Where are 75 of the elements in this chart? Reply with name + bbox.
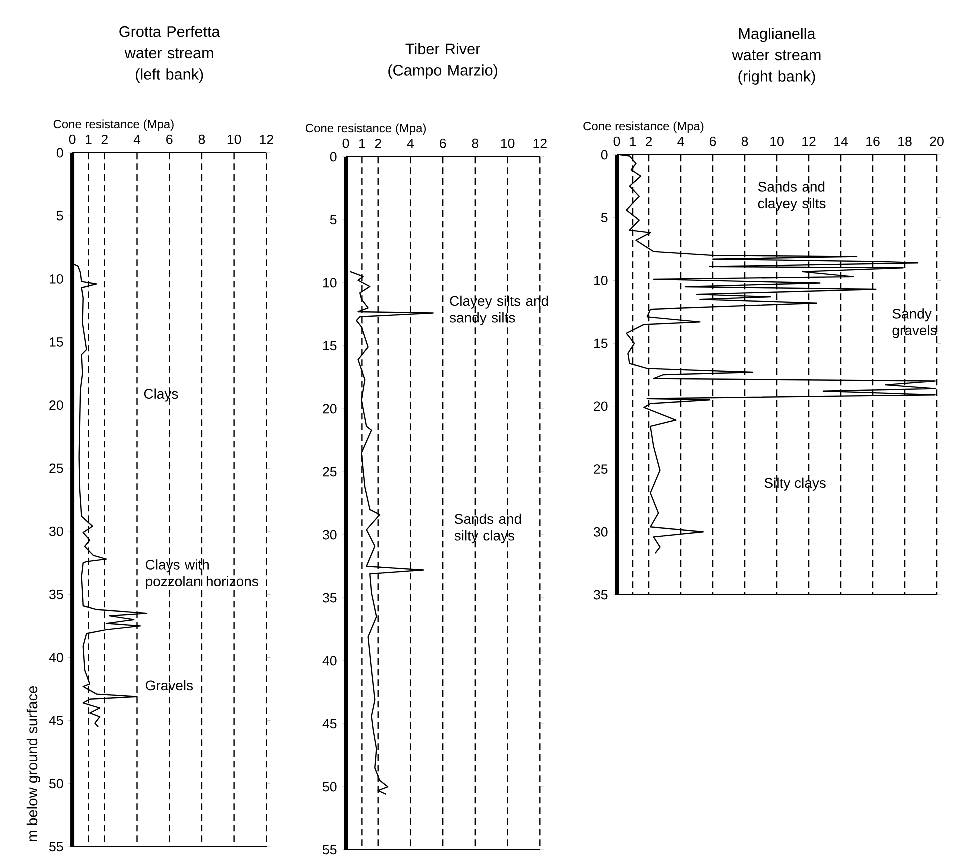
x-tick-label: 8 [472, 138, 479, 148]
x-tick-label: 4 [407, 139, 414, 148]
y-tick-label: 10 [594, 276, 608, 286]
x-tick-label: 6 [710, 136, 716, 146]
y-tick-label: 0 [601, 150, 608, 160]
x-tick-label: 14 [834, 137, 848, 146]
y-tick-label: 30 [49, 526, 64, 536]
annotation: Gravels [146, 680, 194, 691]
y-tick-label: 35 [594, 590, 608, 600]
y-tick-label: 25 [50, 464, 64, 474]
annotation: Sandy gravels [892, 308, 937, 338]
line-series [349, 271, 434, 796]
x-tick-label: 2 [102, 134, 108, 144]
chart-title: Maglianella water stream (right bank) [732, 28, 821, 85]
y-tick-label: 30 [322, 530, 337, 540]
x-tick-label: 4 [678, 137, 684, 146]
y-tick-label: 50 [323, 782, 337, 792]
annotation: Sands and silty clays [454, 514, 522, 544]
x-tick-label: 8 [742, 136, 748, 146]
y-tick-label: 5 [56, 211, 64, 221]
x-tick-label: 10 [501, 138, 515, 148]
x-tick-label: 12 [260, 134, 274, 144]
x-axis-title: Cone resistance (Mpa) [584, 122, 704, 133]
chart-title: Grotta Perfetta water stream (left bank) [120, 26, 220, 83]
y-tick-label: 10 [50, 274, 64, 284]
y-tick-label: 0 [330, 152, 337, 162]
x-axis-title: Cone resistance (Mpa) [54, 120, 174, 131]
y-tick-label: 20 [594, 402, 608, 412]
x-tick-label: 12 [802, 136, 816, 146]
y-tick-label: 20 [50, 400, 64, 410]
x-tick-label: 0 [69, 134, 76, 144]
x-tick-label: 10 [228, 134, 242, 144]
y-tick-label: 45 [49, 716, 64, 726]
y-tick-label: 35 [322, 593, 337, 603]
y-tick-label: 5 [601, 213, 608, 222]
x-tick-label: 1 [86, 135, 92, 144]
x-tick-label: 6 [166, 134, 173, 144]
x-tick-label: 18 [898, 136, 912, 146]
annotation: Clayey silts and sandy silts [450, 296, 548, 326]
x-tick-label: 1 [360, 139, 366, 148]
x-axis-title: Cone resistance (Mpa) [306, 124, 426, 135]
y-tick-label: 40 [322, 656, 337, 666]
x-tick-label: 8 [198, 134, 206, 144]
y-tick-label: 45 [322, 719, 337, 729]
annotation: Clays [144, 388, 178, 402]
x-tick-label: 2 [375, 138, 382, 148]
y-tick-label: 40 [49, 653, 64, 662]
chart-title: Tiber River (Campo Marzio) [388, 43, 498, 79]
x-tick-label: 10 [770, 136, 784, 146]
y-tick-label: 10 [323, 278, 337, 288]
y-axis-title: m below ground surface [26, 686, 41, 842]
x-tick-label: 20 [930, 136, 944, 146]
y-tick-label: 50 [50, 779, 64, 789]
y-tick-label: 15 [323, 341, 337, 351]
y-tick-label: 35 [49, 590, 64, 600]
x-tick-label: 1 [630, 137, 636, 146]
y-tick-label: 15 [594, 338, 608, 348]
y-tick-label: 25 [323, 467, 337, 477]
x-tick-label: 0 [342, 138, 350, 148]
y-tick-label: 5 [330, 215, 337, 225]
x-tick-label: 6 [440, 138, 446, 148]
y-tick-label: 0 [56, 148, 64, 158]
y-tick-label: 25 [594, 464, 608, 474]
y-tick-label: 20 [323, 404, 337, 414]
y-tick-label: 30 [594, 527, 608, 537]
annotation: Silty clays [764, 478, 826, 491]
x-tick-label: 2 [646, 136, 652, 146]
annotation: Sands and clayey silts [758, 182, 826, 212]
x-tick-label: 16 [866, 136, 880, 146]
x-tick-label: 12 [534, 138, 547, 148]
y-tick-label: 55 [323, 845, 337, 855]
y-tick-label: 15 [50, 338, 64, 347]
x-tick-label: 4 [134, 135, 141, 144]
x-tick-label: 0 [614, 136, 620, 146]
y-tick-label: 55 [50, 842, 64, 852]
